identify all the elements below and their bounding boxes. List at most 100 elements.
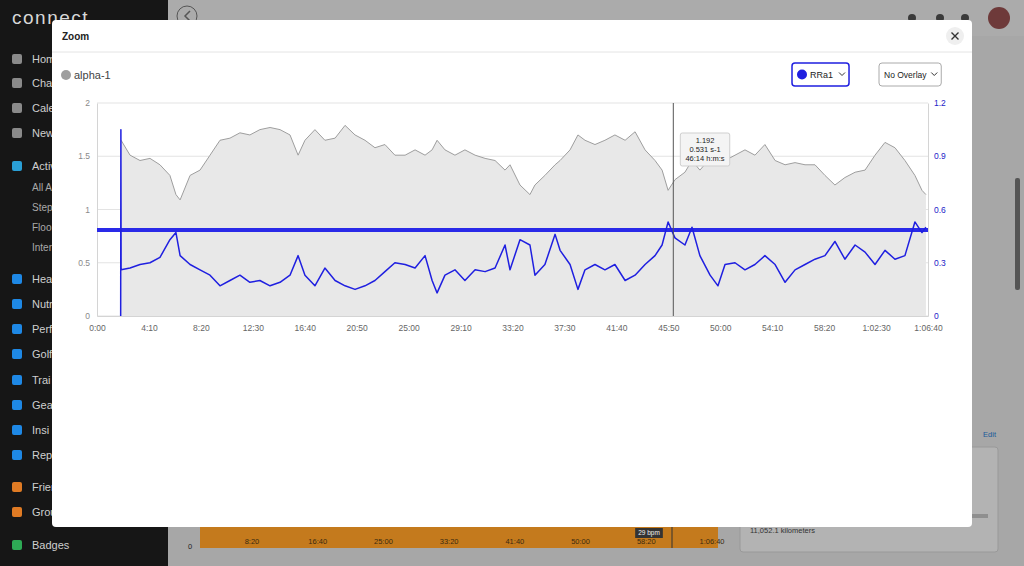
nav-item[interactable]: Insi (32, 424, 49, 436)
nav-icon (12, 507, 22, 517)
tick-label: 1 (85, 205, 90, 215)
tick: 20:50 (347, 316, 369, 333)
avatar[interactable] (988, 7, 1010, 29)
nav-icon (12, 161, 22, 171)
tick: 37:30 (554, 316, 576, 333)
background-tick-label: 41:40 (505, 537, 524, 546)
axis-line (928, 104, 929, 317)
nav-item[interactable]: Hea (32, 273, 53, 285)
background-tick-label: 33:20 (440, 537, 459, 546)
nav-icon (12, 450, 22, 460)
modal: Zoomalpha-1RRa1No Overlay00.511.5200.30.… (52, 20, 972, 527)
nav-item[interactable]: Cale (32, 102, 55, 114)
axis-y2ticks: 0 0.3 0.6 0.9 1.2 (928, 98, 946, 321)
series-selector-box[interactable] (792, 63, 849, 86)
edit-link[interactable]: Edit (983, 430, 997, 439)
reference-line (97, 228, 928, 232)
nav-item[interactable]: Nutr (32, 298, 53, 310)
tick-label: 45:50 (658, 323, 680, 333)
nav-item[interactable]: New (32, 127, 54, 139)
tick: 0.3 (928, 258, 946, 268)
tick-label: 12:30 (243, 323, 265, 333)
nav-item[interactable]: Trai (32, 374, 51, 386)
tick: 1:02:30 (862, 316, 891, 333)
tick-label: 58:20 (814, 323, 836, 333)
nav-icon (12, 375, 22, 385)
tick-label: 50:00 (710, 323, 732, 333)
legend-swatch (61, 70, 71, 80)
nav-icon (12, 103, 22, 113)
tick: 0.6 (928, 205, 946, 215)
modal-title: Zoom (62, 31, 89, 42)
nav-icon (12, 54, 22, 64)
nav-item[interactable]: Inter (32, 242, 53, 253)
tick: 1.5 (78, 151, 97, 161)
axis-line (98, 316, 929, 317)
modal-divider (52, 52, 972, 53)
close-icon (952, 33, 959, 40)
background-marker-box (635, 528, 663, 538)
tick-label: 1.2 (934, 98, 946, 108)
overlay-selector-box[interactable] (879, 63, 941, 86)
nav-icon (12, 540, 22, 550)
tick-label: 4:10 (141, 323, 158, 333)
nav-item[interactable]: Badges (32, 539, 70, 551)
nav-icon (12, 128, 22, 138)
tick: 0.9 (928, 151, 946, 161)
nav-icon (12, 324, 22, 334)
nav-item[interactable]: Floo (32, 222, 52, 233)
tick: 2 (85, 98, 97, 108)
nav-item[interactable]: Cha (32, 77, 53, 89)
nav-item[interactable]: Step (32, 202, 53, 213)
tick: 50:00 (710, 316, 732, 333)
background-tick-label: 50:00 (571, 537, 590, 546)
chevron (931, 73, 937, 76)
tick-label: 1:02:30 (862, 323, 891, 333)
tick-label: 16:40 (295, 323, 317, 333)
nav-icon (12, 400, 22, 410)
cursor-line (673, 103, 674, 316)
axis-line (97, 104, 98, 317)
tooltip-text: 0.531 s-1 (689, 145, 720, 154)
tick: 41:40 (606, 316, 628, 333)
nav-item[interactable]: All A (32, 182, 52, 193)
nav-icon (12, 299, 22, 309)
tick: 33:20 (502, 316, 524, 333)
tick: 0:00 (89, 316, 106, 333)
tick: 8:20 (193, 316, 210, 333)
nav-item[interactable]: Gea (32, 399, 54, 411)
tick-label: 0 (934, 311, 939, 321)
tick: 29:10 (450, 316, 472, 333)
series-selector[interactable]: RRa1 (792, 63, 849, 86)
background-tick-label: 58:20 (637, 537, 656, 546)
nav-item[interactable]: Golf (32, 348, 53, 360)
nav-icon (12, 482, 22, 492)
nav-icon (12, 78, 22, 88)
modal-panel (52, 20, 972, 527)
tick: 1:06:40 (914, 316, 943, 333)
tick-label: 2 (85, 98, 90, 108)
plot-marks (97, 103, 928, 316)
tick-label: 0 (85, 311, 90, 321)
background-card-text: 11,052.1 kilometers (750, 526, 815, 535)
tick: 0.5 (78, 258, 97, 268)
nav-item[interactable]: Perf (32, 323, 53, 335)
close-button[interactable] (946, 27, 964, 45)
nav-item[interactable]: Rep (32, 449, 52, 461)
tick: 0 (85, 311, 97, 321)
tick-label: 41:40 (606, 323, 628, 333)
screen: connectHomChaCaleNewActivAll AStepFlooIn… (0, 0, 1024, 566)
series-area (121, 125, 926, 316)
tick-label: 0.9 (934, 151, 946, 161)
background-tick-label: 8:20 (245, 537, 260, 546)
background-marker-label: 29 bpm (638, 529, 660, 537)
tick-label: 29:10 (450, 323, 472, 333)
overlay-selector[interactable]: No Overlay (879, 63, 941, 86)
tick: 54:10 (762, 316, 784, 333)
tick: 1.2 (928, 98, 946, 108)
chevron (839, 73, 845, 76)
nav-icon (12, 274, 22, 284)
nav-item[interactable]: Hom (32, 53, 55, 65)
tick: 25:00 (398, 316, 420, 333)
series-line (121, 130, 926, 316)
